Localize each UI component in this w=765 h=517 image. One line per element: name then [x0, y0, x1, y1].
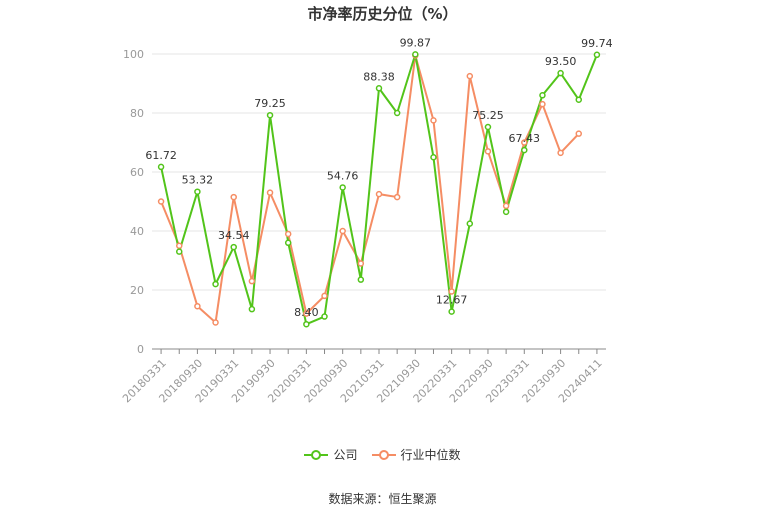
data-point — [502, 202, 510, 210]
data-point — [230, 193, 237, 201]
data-point — [393, 193, 401, 201]
data-point — [157, 163, 165, 171]
data-point — [212, 319, 219, 326]
data-point — [248, 277, 256, 285]
data-point — [303, 310, 310, 317]
data-label: 53.32 — [182, 174, 214, 187]
data-point — [521, 146, 528, 154]
y-tick-label: 60 — [130, 166, 144, 179]
data-point — [502, 208, 510, 216]
data-label: 99.87 — [400, 36, 432, 49]
series-line — [160, 54, 580, 324]
legend-label-industry: 行业中位数 — [400, 448, 461, 462]
legend-item-company[interactable]: 公司 — [304, 446, 358, 463]
y-tick-label: 0 — [137, 343, 144, 356]
data-point — [266, 189, 274, 196]
legend: 公司 行业中位数 — [0, 446, 765, 463]
data-label: 34.54 — [218, 229, 250, 242]
data-point — [357, 276, 365, 283]
data-point — [194, 188, 201, 195]
data-point — [557, 149, 564, 157]
data-label: 61.72 — [145, 149, 177, 162]
data-point — [321, 292, 328, 300]
legend-company-swatch-icon — [304, 449, 329, 460]
data-label: 88.38 — [363, 70, 395, 83]
data-point — [484, 123, 492, 131]
data-point — [175, 242, 183, 249]
data-point — [194, 302, 201, 310]
data-point — [339, 184, 346, 191]
y-tick-label: 20 — [130, 284, 144, 297]
data-point — [430, 117, 437, 124]
line-chart: 0204060801002018033120180930201903312019… — [120, 36, 613, 405]
data-label: 12.67 — [436, 294, 468, 307]
data-point — [575, 96, 583, 103]
data-label: 79.25 — [254, 97, 286, 110]
chart-title: 市净率历史分位（%） — [307, 5, 458, 23]
data-label: 93.50 — [545, 55, 577, 68]
data-label: 8.40 — [294, 306, 319, 319]
data-point — [466, 220, 474, 227]
data-point — [357, 260, 365, 267]
data-labels: 61.72 53.32 34.54 79.25 8.40 54.76 88.38 99.87 1… — [145, 36, 612, 319]
axes: 0204060801002018033120180930201903312019… — [120, 48, 606, 405]
series-points — [157, 51, 601, 328]
data-point — [248, 305, 256, 313]
data-label: 75.25 — [472, 109, 504, 122]
data-point — [539, 100, 546, 108]
data-point — [375, 190, 383, 198]
data-point — [339, 227, 346, 235]
data-point — [575, 130, 583, 137]
data-point — [212, 280, 219, 288]
data-point — [448, 288, 455, 295]
data-point — [539, 92, 546, 99]
y-tick-label: 100 — [123, 48, 144, 61]
y-tick-label: 80 — [130, 107, 144, 120]
data-point — [175, 248, 183, 255]
data-point — [284, 230, 292, 238]
data-point — [375, 85, 383, 92]
grid-lines — [152, 53, 606, 291]
data-source: 数据来源：恒生聚源 — [328, 492, 437, 506]
data-point — [521, 139, 528, 146]
data-point — [593, 51, 601, 59]
data-point — [466, 72, 474, 80]
data-label: 54.76 — [327, 169, 359, 182]
y-tick-label: 40 — [130, 225, 144, 238]
legend-industry-swatch-icon — [371, 449, 396, 460]
series-lines — [160, 53, 598, 326]
data-point — [230, 243, 237, 251]
data-point — [448, 308, 455, 315]
data-point — [266, 111, 274, 119]
data-label: 67.43 — [509, 132, 541, 145]
data-label: 99.74 — [581, 37, 613, 50]
series-line — [160, 53, 598, 326]
legend-item-industry[interactable]: 行业中位数 — [371, 446, 461, 463]
legend-label-company: 公司 — [333, 448, 358, 462]
data-point — [557, 69, 564, 77]
data-point — [157, 198, 165, 205]
data-point — [303, 320, 310, 328]
data-point — [430, 154, 437, 161]
data-point — [484, 148, 492, 155]
data-point — [393, 109, 401, 117]
data-point — [412, 51, 419, 58]
data-point — [321, 313, 328, 320]
data-point — [284, 239, 292, 247]
